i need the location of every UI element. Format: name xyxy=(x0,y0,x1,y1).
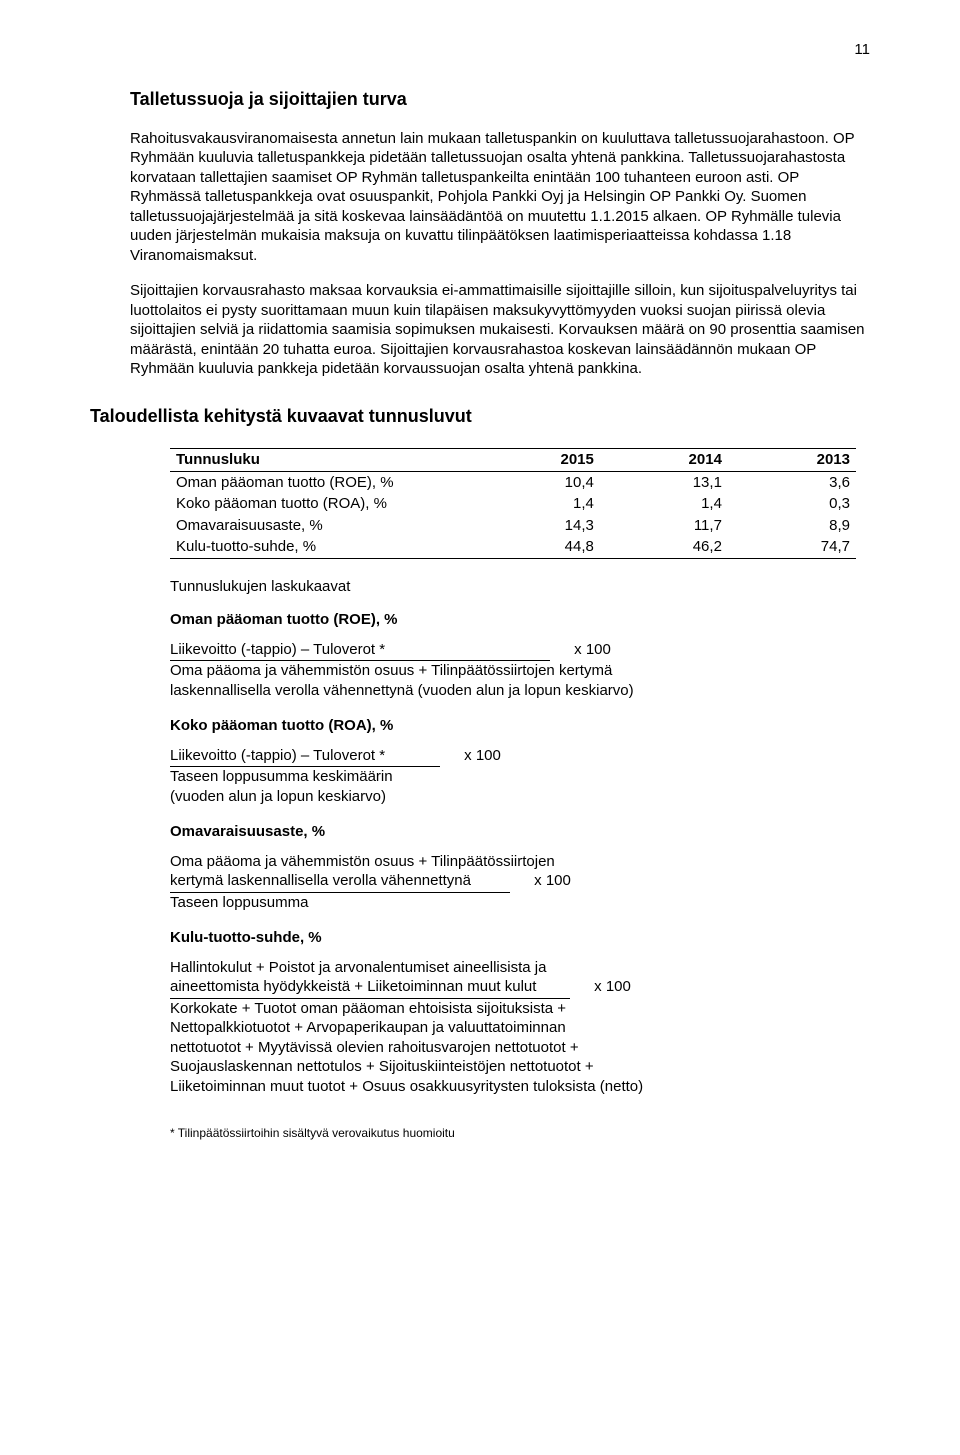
formula-denominator-line: Nettopalkkiotuotot + Arvopaperikaupan ja… xyxy=(170,1018,870,1038)
formula-numerator: aineettomista hyödykkeistä + Liiketoimin… xyxy=(170,977,570,999)
table-header-year: 2015 xyxy=(472,449,600,472)
table-cell: Oman pääoman tuotto (ROE), % xyxy=(170,471,472,493)
table-cell: 44,8 xyxy=(472,536,600,558)
table-cell: Kulu-tuotto-suhde, % xyxy=(170,536,472,558)
formula-denominator-line: nettotuotot + Myytävissä olevien rahoitu… xyxy=(170,1038,870,1058)
paragraph-2: Sijoittajien korvausrahasto maksaa korva… xyxy=(130,281,870,379)
formula-multiplier: x 100 xyxy=(574,640,611,660)
formula-omavaraisuus: Oma pääoma ja vähemmistön osuus + Tilinp… xyxy=(170,852,870,913)
page-number: 11 xyxy=(130,40,870,60)
table-header-row: Tunnusluku 2015 2014 2013 xyxy=(170,449,856,472)
table-header-year: 2014 xyxy=(600,449,728,472)
table-cell: 74,7 xyxy=(728,536,856,558)
formula-denominator-line: Liiketoiminnan muut tuotot + Osuus osakk… xyxy=(170,1077,870,1097)
table-cell: Omavaraisuusaste, % xyxy=(170,515,472,537)
formula-denominator-line: Taseen loppusumma keskimäärin xyxy=(170,767,870,787)
table-cell: 10,4 xyxy=(472,471,600,493)
table-cell: 46,2 xyxy=(600,536,728,558)
formula-numerator-line: Hallintokulut + Poistot ja arvonalentumi… xyxy=(170,958,870,978)
formulas-intro: Tunnuslukujen laskukaavat xyxy=(170,577,870,597)
table-cell: Koko pääoman tuotto (ROA), % xyxy=(170,493,472,515)
formula-numerator-line: Oma pääoma ja vähemmistön osuus + Tilinp… xyxy=(170,852,870,872)
table-cell: 13,1 xyxy=(600,471,728,493)
formula-title-omavaraisuus: Omavaraisuusaste, % xyxy=(170,822,870,842)
formula-roa: Liikevoitto (-tappio) – Tuloverot * x 10… xyxy=(170,746,870,807)
formula-numerator: Liikevoitto (-tappio) – Tuloverot * xyxy=(170,746,440,768)
table-row: Koko pääoman tuotto (ROA), % 1,4 1,4 0,3 xyxy=(170,493,856,515)
formula-denominator-line: Suojauslaskennan nettotulos + Sijoituski… xyxy=(170,1057,870,1077)
formula-title-roe: Oman pääoman tuotto (ROE), % xyxy=(170,610,870,630)
formula-numerator: kertymä laskennallisella verolla vähenne… xyxy=(170,871,510,893)
formula-multiplier: x 100 xyxy=(594,977,631,997)
formula-multiplier: x 100 xyxy=(464,746,501,766)
section-title-1: Talletussuoja ja sijoittajien turva xyxy=(130,88,870,111)
table-cell: 8,9 xyxy=(728,515,856,537)
table-cell: 3,6 xyxy=(728,471,856,493)
table-header-year: 2013 xyxy=(728,449,856,472)
table-row: Oman pääoman tuotto (ROE), % 10,4 13,1 3… xyxy=(170,471,856,493)
footnote: * Tilinpäätössiirtoihin sisältyvä verova… xyxy=(170,1126,870,1142)
table-row: Kulu-tuotto-suhde, % 44,8 46,2 74,7 xyxy=(170,536,856,558)
table-header-label: Tunnusluku xyxy=(170,449,472,472)
formula-denominator-line: Korkokate + Tuotot oman pääoman ehtoisis… xyxy=(170,999,870,1019)
formula-title-roa: Koko pääoman tuotto (ROA), % xyxy=(170,716,870,736)
table-cell: 11,7 xyxy=(600,515,728,537)
table-cell: 14,3 xyxy=(472,515,600,537)
table-cell: 1,4 xyxy=(600,493,728,515)
metrics-table: Tunnusluku 2015 2014 2013 Oman pääoman t… xyxy=(170,448,856,559)
formula-multiplier: x 100 xyxy=(534,871,571,891)
formula-denominator-line: Taseen loppusumma xyxy=(170,893,870,913)
formula-denominator-line: Oma pääoma ja vähemmistön osuus + Tilinp… xyxy=(170,661,870,681)
formula-denominator-line: laskennallisella verolla vähennettynä (v… xyxy=(170,681,870,701)
table-cell: 0,3 xyxy=(728,493,856,515)
formula-roe: Liikevoitto (-tappio) – Tuloverot * x 10… xyxy=(170,640,870,701)
paragraph-1: Rahoitusvakausviranomaisesta annetun lai… xyxy=(130,129,870,266)
formula-title-kulu-tuotto: Kulu-tuotto-suhde, % xyxy=(170,928,870,948)
formula-kulu-tuotto: Hallintokulut + Poistot ja arvonalentumi… xyxy=(170,958,870,1097)
formula-numerator: Liikevoitto (-tappio) – Tuloverot * xyxy=(170,640,550,662)
table-cell: 1,4 xyxy=(472,493,600,515)
formula-denominator-line: (vuoden alun ja lopun keskiarvo) xyxy=(170,787,870,807)
table-row: Omavaraisuusaste, % 14,3 11,7 8,9 xyxy=(170,515,856,537)
section-title-2: Taloudellista kehitystä kuvaavat tunnusl… xyxy=(90,405,870,428)
